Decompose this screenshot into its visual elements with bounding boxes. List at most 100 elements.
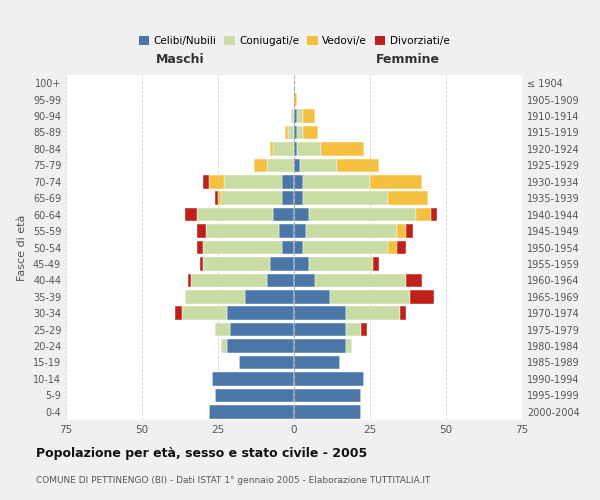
Bar (221, 340, 227, 353)
Bar (282, 241, 294, 254)
Bar (373, 257, 379, 270)
Bar (431, 208, 437, 222)
Bar (239, 356, 294, 369)
Bar (203, 241, 282, 254)
Bar (294, 290, 331, 304)
Bar (303, 192, 388, 205)
Bar (346, 306, 400, 320)
Bar (294, 110, 297, 123)
Bar (215, 388, 294, 402)
Bar (188, 274, 191, 287)
Bar (297, 110, 303, 123)
Bar (269, 257, 294, 270)
Bar (200, 257, 203, 270)
Bar (212, 372, 294, 386)
Bar (315, 274, 406, 287)
Bar (279, 224, 294, 238)
Bar (224, 175, 282, 188)
Bar (266, 274, 294, 287)
Bar (406, 224, 413, 238)
Bar (346, 340, 352, 353)
Bar (266, 158, 294, 172)
Bar (397, 224, 406, 238)
Bar (410, 290, 434, 304)
Text: COMUNE DI PETTINENGO (BI) - Dati ISTAT 1° gennaio 2005 - Elaborazione TUTTITALIA: COMUNE DI PETTINENGO (BI) - Dati ISTAT 1… (36, 476, 430, 485)
Bar (185, 290, 245, 304)
Bar (175, 306, 182, 320)
Y-axis label: Fasce di età: Fasce di età (17, 214, 27, 280)
Bar (269, 142, 273, 156)
Bar (191, 274, 266, 287)
Bar (294, 405, 361, 418)
Bar (397, 241, 406, 254)
Bar (215, 323, 230, 336)
Bar (294, 93, 297, 106)
Bar (245, 290, 294, 304)
Bar (206, 224, 279, 238)
Bar (185, 208, 197, 222)
Bar (294, 340, 346, 353)
Bar (294, 192, 303, 205)
Bar (303, 110, 315, 123)
Bar (291, 110, 294, 123)
Bar (227, 340, 294, 353)
Bar (370, 175, 422, 188)
Bar (282, 175, 294, 188)
Bar (294, 356, 340, 369)
Bar (230, 323, 294, 336)
Bar (297, 142, 322, 156)
Legend: Celibi/Nubili, Coniugati/e, Vedovi/e, Divorziati/e: Celibi/Nubili, Coniugati/e, Vedovi/e, Di… (134, 32, 454, 50)
Bar (294, 208, 309, 222)
Bar (303, 126, 319, 139)
Bar (416, 208, 431, 222)
Bar (221, 192, 282, 205)
Bar (227, 306, 294, 320)
Bar (294, 142, 297, 156)
Bar (254, 158, 266, 172)
Bar (182, 306, 227, 320)
Bar (273, 142, 294, 156)
Bar (282, 192, 294, 205)
Bar (309, 208, 416, 222)
Bar (303, 241, 388, 254)
Text: Femmine: Femmine (376, 53, 440, 66)
Bar (294, 257, 309, 270)
Bar (273, 208, 294, 222)
Bar (406, 274, 422, 287)
Bar (294, 274, 315, 287)
Bar (346, 323, 361, 336)
Bar (388, 192, 428, 205)
Bar (294, 388, 361, 402)
Bar (294, 158, 300, 172)
Bar (306, 224, 397, 238)
Bar (300, 158, 337, 172)
Bar (322, 142, 364, 156)
Bar (388, 241, 397, 254)
Bar (285, 126, 288, 139)
Bar (288, 126, 294, 139)
Bar (400, 306, 406, 320)
Bar (337, 158, 379, 172)
Bar (294, 323, 346, 336)
Bar (197, 208, 273, 222)
Bar (197, 241, 203, 254)
Bar (361, 323, 367, 336)
Text: Popolazione per età, sesso e stato civile - 2005: Popolazione per età, sesso e stato civil… (36, 448, 367, 460)
Bar (294, 372, 364, 386)
Bar (203, 257, 269, 270)
Bar (209, 175, 224, 188)
Bar (309, 257, 373, 270)
Bar (294, 126, 297, 139)
Bar (218, 192, 221, 205)
Bar (294, 224, 306, 238)
Text: Maschi: Maschi (155, 53, 205, 66)
Bar (294, 175, 303, 188)
Bar (294, 241, 303, 254)
Bar (294, 306, 346, 320)
Bar (215, 192, 218, 205)
Bar (297, 126, 303, 139)
Y-axis label: Anni di nascita: Anni di nascita (599, 206, 600, 289)
Bar (209, 405, 294, 418)
Bar (331, 290, 410, 304)
Bar (203, 175, 209, 188)
